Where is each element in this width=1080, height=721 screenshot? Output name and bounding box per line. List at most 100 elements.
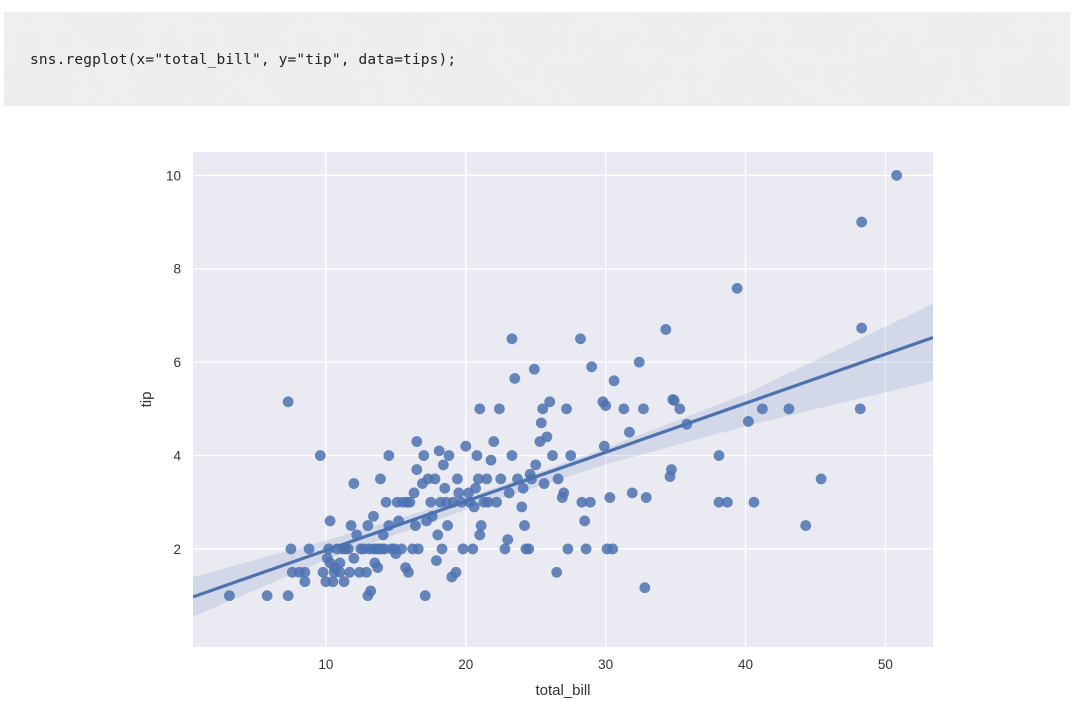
scatter-point [618,403,630,415]
confidence-band-layer [193,303,933,617]
scatter-point [562,543,574,555]
scatter-point [439,482,451,494]
scatter-point [541,431,553,443]
code-source: sns.regplot(x="total_bill", y="tip", dat… [30,52,457,68]
scatter-point [468,501,480,513]
scatter-point [303,543,315,555]
regression-line-layer [193,336,933,599]
scatter-point [561,403,572,415]
scatter-point [674,403,686,415]
scatter-point [638,403,649,415]
scatter-point [334,566,346,578]
scatter-point [742,416,754,427]
scatter-point [334,557,346,569]
scatter-point [481,473,493,485]
scatter-point [299,576,311,588]
scatter-point [474,529,486,541]
scatter-point [600,400,612,411]
scatter-point [558,487,570,499]
scatter-point [493,403,505,415]
x-tick-label: 30 [598,657,613,672]
scatter-point [565,450,577,461]
scatter-point [495,473,507,485]
scatter-point [429,473,441,485]
scatter-point [537,403,549,415]
scatter-point [411,436,423,447]
scatter-point [580,543,592,555]
scatter-point [517,482,529,494]
scatter-point [891,169,903,181]
scatter-point [404,496,416,508]
scatter-point [410,520,421,531]
scatter-point [485,454,497,466]
y-axis-label: tip [138,392,155,408]
scatter-point [519,520,530,531]
scatter-point [419,590,431,602]
y-tick-label: 6 [173,355,181,370]
scatter-point [474,403,486,415]
scatter-point [660,324,672,335]
scatter-point [608,375,620,387]
y-tick-label: 10 [166,168,181,183]
scatter-point [502,534,514,545]
scatter-point [372,562,384,574]
scatter-point [584,496,596,508]
scatter-point [488,436,500,447]
x-tick-label: 50 [878,657,893,672]
scatter-point [491,496,502,508]
scatter-point [443,450,455,461]
scatter-point [516,501,528,513]
regression-line [193,336,933,599]
scatter-point [451,473,463,485]
scatter-point [317,566,329,578]
scatter-point [856,216,868,228]
scatter-point [411,464,423,475]
scatter-point [299,566,311,578]
scatter-point [282,396,294,408]
scatter-point [261,590,273,602]
scatter-point [538,478,550,489]
scatter-point [482,496,494,508]
scatter-point [639,582,651,594]
scatter-point [503,487,515,499]
scatter-point [433,445,445,457]
scatter-points [223,169,903,602]
scatter-point [425,496,437,508]
scatter-point [598,440,610,452]
tick-labels: 10 20 30 40 50 2 4 6 8 10 [166,168,893,672]
scatter-point [576,496,588,508]
scatter-point [815,473,827,485]
scatter-point [403,566,414,578]
scatter-point [344,566,356,578]
scatter-point [713,450,725,461]
scatter-point [547,450,558,461]
scatter-point [544,396,556,408]
scatter-point [457,543,469,555]
scatter-point [640,492,652,503]
scatter-point [467,543,479,555]
scatter-point [348,478,360,489]
scatter-point [453,487,465,499]
scatter-point [324,515,336,527]
scatter-point [523,543,535,555]
y-tick-label: 8 [173,262,181,277]
scatter-point [432,529,444,541]
scatter-point [383,450,395,461]
scatter-point [362,520,374,531]
scatter-point [756,403,768,415]
scatter-point [342,543,354,555]
scatter-point [327,576,339,588]
plot-background [193,152,933,647]
scatter-point [499,543,511,555]
scatter-point [551,566,563,578]
scatter-point [418,450,430,461]
scatter-point [731,282,743,294]
scatter-point [604,492,616,503]
scatter-point [633,356,645,368]
code-cell[interactable]: sns.regplot(x="total_bill", y="tip", dat… [4,12,1070,106]
scatter-point [800,520,812,531]
figure-area: 10 20 30 40 50 2 4 6 8 10 total_bill tip [0,106,1080,716]
scatter-point [470,482,481,494]
scatter-point [450,566,462,578]
scatter-point [506,333,518,345]
